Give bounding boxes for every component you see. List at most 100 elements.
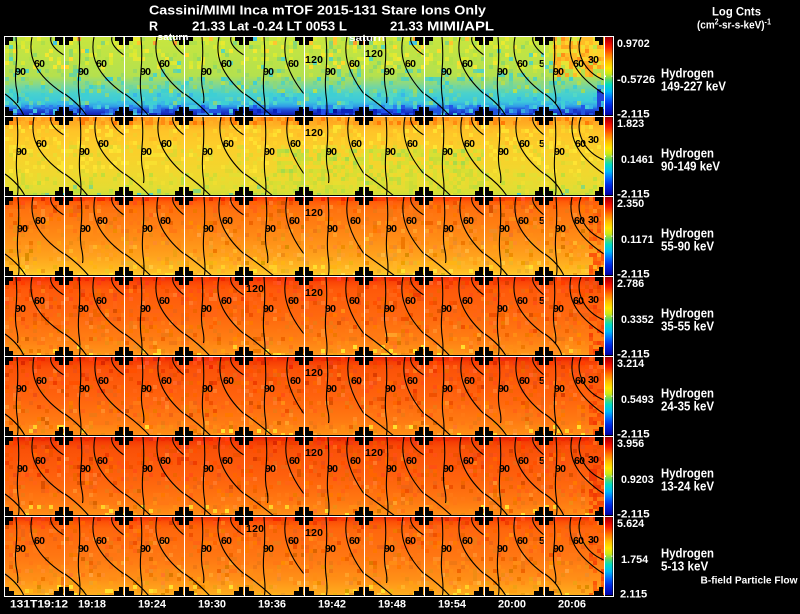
svg-text:90: 90 <box>140 303 151 315</box>
svg-text:13-24 keV: 13-24 keV <box>661 480 715 494</box>
svg-text:60: 60 <box>223 375 234 387</box>
svg-text:90: 90 <box>555 223 566 235</box>
svg-text:60: 60 <box>351 138 362 150</box>
svg-text:-2.115: -2.115 <box>617 509 650 521</box>
svg-text:60: 60 <box>463 215 474 227</box>
svg-text:50: 50 <box>539 375 550 387</box>
svg-text:90: 90 <box>265 463 276 475</box>
svg-text:60: 60 <box>517 58 528 70</box>
svg-text:Hydrogen: Hydrogen <box>661 547 714 561</box>
svg-text:90: 90 <box>265 223 276 235</box>
svg-text:60: 60 <box>290 138 301 150</box>
svg-text:90: 90 <box>442 383 453 395</box>
svg-text:90: 90 <box>203 223 214 235</box>
svg-text:60: 60 <box>34 535 45 547</box>
svg-text:90: 90 <box>141 146 152 158</box>
svg-text:60: 60 <box>405 535 416 547</box>
svg-text:35-55 keV: 35-55 keV <box>661 320 715 334</box>
svg-text:60: 60 <box>98 138 109 150</box>
svg-text:60: 60 <box>159 58 170 70</box>
svg-text:120: 120 <box>305 287 323 299</box>
svg-text:90: 90 <box>553 66 564 78</box>
svg-text:90: 90 <box>498 383 509 395</box>
svg-text:60: 60 <box>161 138 172 150</box>
svg-text:(cm2-sr-s-keV)-1: (cm2-sr-s-keV)-1 <box>697 18 771 32</box>
svg-text:50: 50 <box>539 295 550 307</box>
svg-text:90: 90 <box>263 303 274 315</box>
svg-text:Log Cnts: Log Cnts <box>712 5 761 19</box>
svg-text:90: 90 <box>326 146 337 158</box>
svg-text:90: 90 <box>264 146 275 158</box>
svg-text:120: 120 <box>305 447 323 459</box>
svg-text:90: 90 <box>202 146 213 158</box>
svg-text:50: 50 <box>539 138 550 150</box>
svg-text:60: 60 <box>289 215 300 227</box>
svg-text:90: 90 <box>79 146 90 158</box>
svg-text:131T19:12: 131T19:12 <box>10 599 68 610</box>
svg-text:60: 60 <box>517 535 528 547</box>
svg-text:120: 120 <box>305 367 323 379</box>
svg-text:21.33: 21.33 <box>390 20 423 34</box>
svg-text:90: 90 <box>441 543 452 555</box>
svg-text:90: 90 <box>80 223 91 235</box>
svg-text:90: 90 <box>386 223 397 235</box>
svg-text:Hydrogen: Hydrogen <box>661 387 714 401</box>
svg-text:30: 30 <box>588 214 599 226</box>
svg-text:90: 90 <box>443 463 454 475</box>
svg-text:60: 60 <box>289 455 300 467</box>
svg-text:90: 90 <box>140 543 151 555</box>
svg-text:19:30: 19:30 <box>198 599 226 610</box>
svg-text:60: 60 <box>350 215 361 227</box>
svg-text:90: 90 <box>15 543 26 555</box>
svg-text:0.9702: 0.9702 <box>617 38 650 50</box>
svg-text:90: 90 <box>15 66 26 78</box>
svg-text:90: 90 <box>203 463 214 475</box>
svg-text:Hydrogen: Hydrogen <box>661 147 714 161</box>
svg-text:19:36: 19:36 <box>258 599 286 610</box>
svg-text:90: 90 <box>201 66 212 78</box>
svg-text:2.115: 2.115 <box>620 589 647 601</box>
svg-text:90: 90 <box>384 543 395 555</box>
svg-text:0.3352: 0.3352 <box>621 314 654 326</box>
svg-text:60: 60 <box>221 535 232 547</box>
svg-text:60: 60 <box>518 455 529 467</box>
svg-text:60: 60 <box>573 58 584 70</box>
svg-text:90: 90 <box>202 383 213 395</box>
svg-text:90: 90 <box>16 383 27 395</box>
svg-text:120: 120 <box>305 54 323 66</box>
svg-text:-2.115: -2.115 <box>617 349 650 361</box>
svg-text:50: 50 <box>539 455 550 467</box>
svg-text:60: 60 <box>406 455 417 467</box>
svg-text:60: 60 <box>519 375 530 387</box>
svg-text:60: 60 <box>573 295 584 307</box>
svg-text:19:42: 19:42 <box>318 599 346 610</box>
svg-text:90: 90 <box>325 303 336 315</box>
svg-text:90: 90 <box>264 383 275 395</box>
svg-text:90: 90 <box>497 66 508 78</box>
svg-text:90: 90 <box>201 543 212 555</box>
svg-text:60: 60 <box>160 455 171 467</box>
svg-text:90: 90 <box>385 146 396 158</box>
svg-text:60: 60 <box>96 58 107 70</box>
svg-text:60: 60 <box>349 295 360 307</box>
svg-text:30: 30 <box>588 534 599 546</box>
svg-text:0.1171: 0.1171 <box>621 234 654 246</box>
svg-text:90: 90 <box>17 463 28 475</box>
svg-text:Hydrogen: Hydrogen <box>661 67 714 81</box>
svg-text:120: 120 <box>365 48 383 60</box>
svg-text:90-149 keV: 90-149 keV <box>661 160 721 174</box>
svg-text:90: 90 <box>142 463 153 475</box>
svg-text:B-field Particle Flow: B-field Particle Flow <box>701 575 799 587</box>
svg-text:3.214: 3.214 <box>617 358 645 370</box>
svg-text:19:18: 19:18 <box>78 599 106 610</box>
svg-text:90: 90 <box>442 146 453 158</box>
svg-text:60: 60 <box>35 215 46 227</box>
svg-text:50: 50 <box>539 215 550 227</box>
svg-text:90: 90 <box>441 303 452 315</box>
svg-text:90: 90 <box>553 543 564 555</box>
svg-text:60: 60 <box>96 295 107 307</box>
svg-text:90: 90 <box>384 303 395 315</box>
svg-text:50: 50 <box>539 535 550 547</box>
svg-text:90: 90 <box>79 383 90 395</box>
svg-text:60: 60 <box>97 455 108 467</box>
